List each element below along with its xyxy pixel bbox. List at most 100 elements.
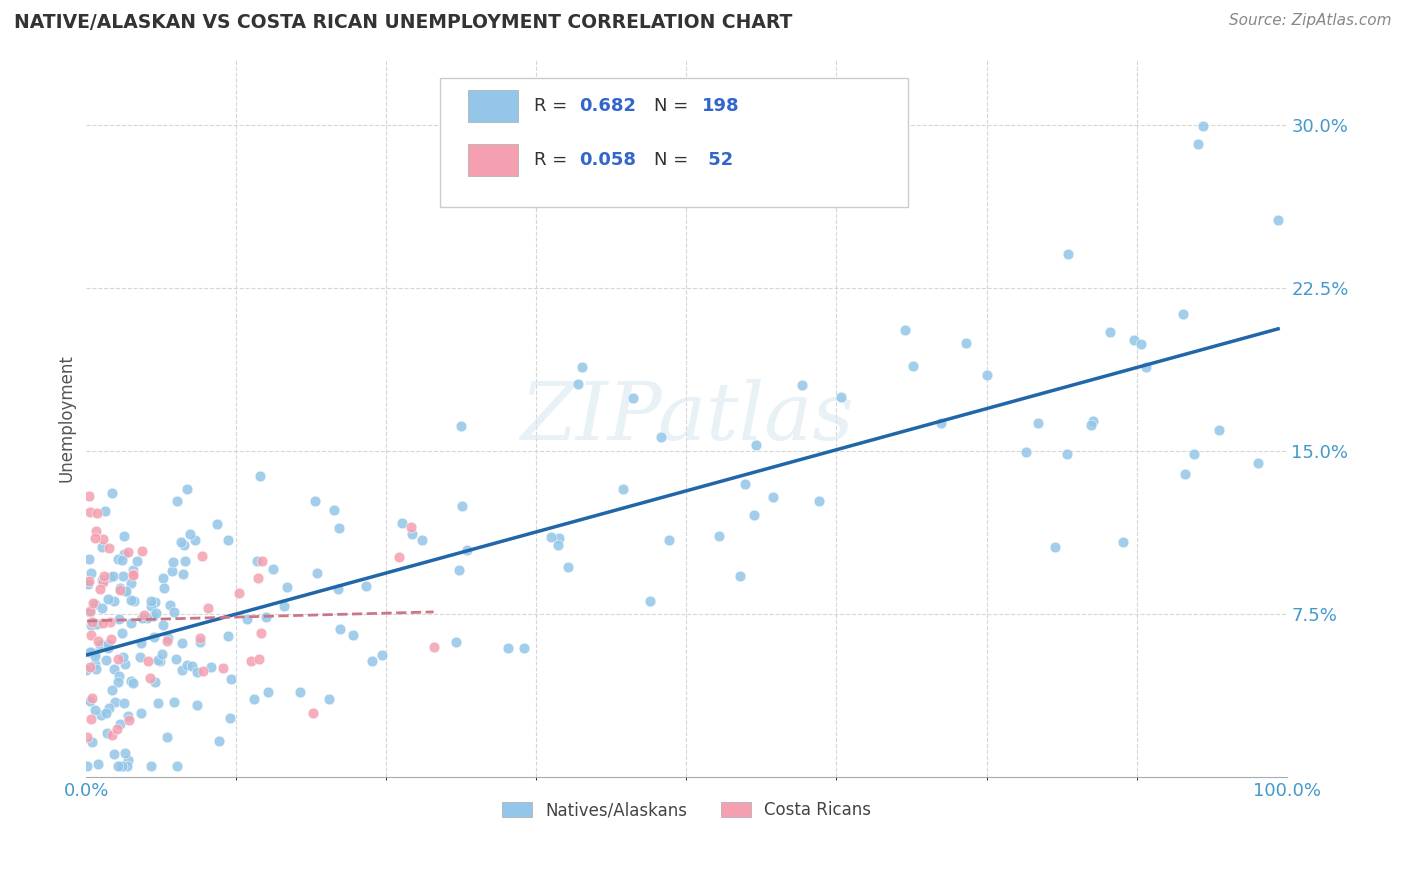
FancyBboxPatch shape [440,78,908,207]
Point [621,391,644,405]
Point [100,682,122,697]
Point [734,476,756,491]
Point [1080,417,1102,432]
Point [354,579,377,593]
Point [650,430,672,444]
Point [114,583,136,598]
Point [211,661,233,675]
Point [97,701,120,715]
Point [79,505,101,519]
Point [450,418,472,433]
Point [219,672,242,686]
Point [110,759,132,773]
Point [730,569,752,583]
Point [197,601,219,615]
Point [77,489,100,503]
Point [118,714,141,728]
Point [114,746,136,760]
Point [1247,456,1270,470]
Point [547,531,569,545]
Point [139,594,162,608]
Text: N =: N = [654,97,695,115]
Point [165,651,187,665]
Point [112,547,135,561]
Point [111,759,134,773]
Point [91,575,114,590]
Point [257,685,280,699]
Point [83,646,105,660]
Point [1123,333,1146,347]
Point [567,376,589,391]
Point [108,612,131,626]
Point [111,625,134,640]
Point [97,592,120,607]
Point [208,734,231,748]
Point [745,438,768,452]
Point [149,654,172,668]
Point [250,554,273,568]
Point [305,566,328,580]
Point [236,612,259,626]
Point [1112,534,1135,549]
Point [200,660,222,674]
Point [219,711,242,725]
Point [139,759,162,773]
Point [447,563,470,577]
Point [122,676,145,690]
Text: ZIPatlas: ZIPatlas [520,379,853,457]
Point [117,709,139,723]
Point [176,657,198,672]
Point [302,706,325,721]
Point [87,756,110,771]
Point [456,542,478,557]
Point [496,641,519,656]
Point [1026,416,1049,430]
Point [156,634,179,648]
Point [173,554,195,568]
Point [243,692,266,706]
Point [513,641,536,656]
Text: N =: N = [654,151,695,169]
Point [82,596,104,610]
Point [1192,120,1215,134]
Point [121,567,143,582]
Point [79,644,101,658]
Point [138,671,160,685]
Point [191,664,214,678]
Point [401,520,423,534]
Point [250,626,273,640]
Point [135,610,157,624]
Point [131,611,153,625]
FancyBboxPatch shape [468,145,519,176]
Point [228,586,250,600]
Point [139,599,162,613]
Point [162,555,184,569]
Point [145,606,167,620]
Point [150,647,173,661]
Point [172,567,194,582]
Point [246,554,269,568]
Point [103,747,125,761]
Point [100,728,122,742]
Point [557,560,579,574]
Point [112,650,135,665]
Point [451,500,474,514]
Point [103,662,125,676]
Point [83,703,105,717]
Point [1135,359,1157,374]
Point [1099,326,1122,340]
Point [132,608,155,623]
Point [91,540,114,554]
Point [83,597,105,611]
Point [328,582,350,596]
Text: R =: R = [534,97,574,115]
Point [246,571,269,585]
Point [540,530,562,544]
Point [162,695,184,709]
Point [80,615,103,629]
Point [329,623,352,637]
Point [105,722,128,736]
Point [79,604,101,618]
Text: 52: 52 [702,151,734,169]
Text: 0.058: 0.058 [579,151,637,169]
